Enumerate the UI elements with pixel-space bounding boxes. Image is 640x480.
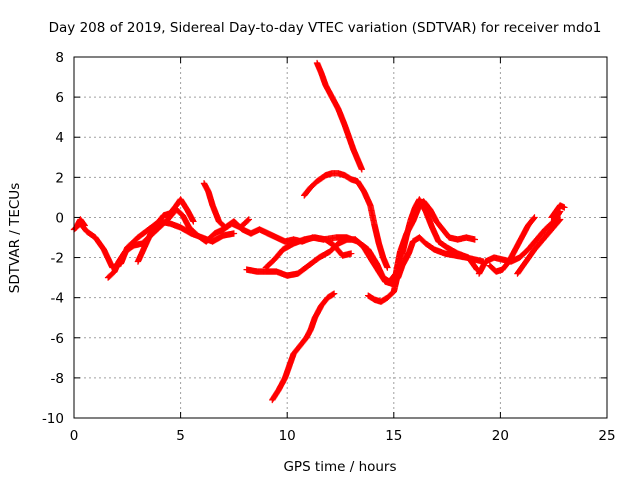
x-tick-label: 10 <box>279 428 296 444</box>
x-tick-label: 20 <box>492 428 509 444</box>
axis-ticks <box>73 56 608 419</box>
y-tick-label: -4 <box>51 291 64 307</box>
x-tick-label: 5 <box>176 428 185 444</box>
chart-title: Day 208 of 2019, Sidereal Day-to-day VTE… <box>49 20 602 36</box>
series-arc-2 <box>72 216 88 231</box>
series-arc-7 <box>262 234 355 271</box>
series-arc-11 <box>365 196 481 305</box>
series-arc-13 <box>486 214 538 275</box>
x-tick-label: 0 <box>70 428 79 444</box>
y-tick-label: -10 <box>42 411 64 427</box>
y-tick-label: -2 <box>51 251 64 267</box>
y-tick-label: -6 <box>51 331 64 347</box>
x-tick-label: 25 <box>598 428 615 444</box>
series-arc-14 <box>514 216 564 277</box>
x-tick-label: 15 <box>385 428 402 444</box>
series-arc-9 <box>313 59 366 173</box>
y-axis-label: SDTVAR / TECUs <box>7 183 23 293</box>
series-arc-15 <box>548 202 568 221</box>
x-tick-labels: 0 5 10 15 20 25 <box>70 428 616 444</box>
grid <box>74 57 607 418</box>
data-series-group <box>70 59 568 404</box>
y-tick-label: -8 <box>51 371 64 387</box>
y-tick-label: 0 <box>55 210 64 226</box>
y-tick-label: 8 <box>55 50 64 66</box>
series-arc-10 <box>301 170 391 271</box>
y-tick-label: 6 <box>55 90 64 106</box>
y-tick-labels: -10 -8 -6 -4 -2 0 2 4 6 8 <box>42 50 64 427</box>
x-axis-label: GPS time / hours <box>283 459 396 475</box>
series-arc-8 <box>269 290 338 404</box>
plot-frame <box>73 56 608 419</box>
series-arc-4 <box>134 196 197 265</box>
y-tick-label: 2 <box>55 170 64 186</box>
y-tick-label: 4 <box>55 130 64 146</box>
